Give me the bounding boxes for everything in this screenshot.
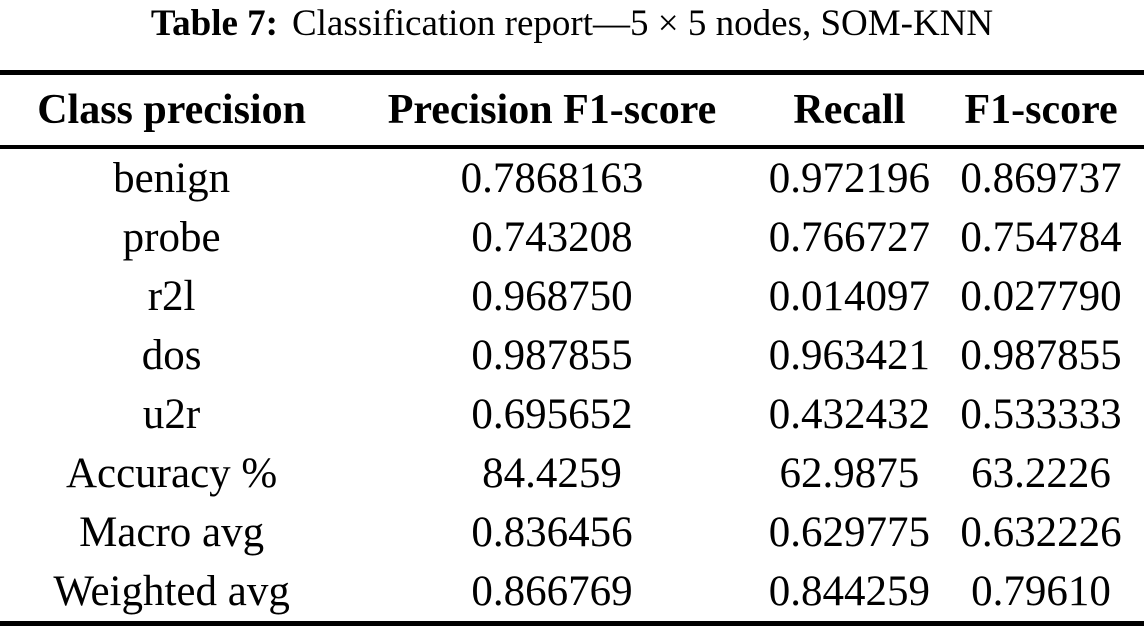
table-row-macro-avg: Macro avg 0.836456 0.629775 0.632226: [0, 503, 1144, 562]
cell-f1-value: 0.027790: [960, 273, 1122, 320]
table-row-probe: probe 0.743208 0.766727 0.754784: [0, 208, 1144, 267]
table-row-u2r: u2r 0.695652 0.432432 0.533333: [0, 385, 1144, 444]
col-header-precision-f1-score: Precision F1-score: [343, 72, 761, 149]
table-row-benign: benign 0.7868163 0.972196 0.869737: [0, 147, 1144, 208]
cell-class-label: r2l: [147, 273, 196, 320]
cell-precision-value: 0.7868163: [460, 155, 644, 202]
cell-f1-value: 0.869737: [960, 155, 1122, 202]
table-row-r2l: r2l 0.968750 0.014097 0.027790: [0, 267, 1144, 326]
table-row-accuracy: Accuracy % 84.4259 62.9875 63.2226: [0, 444, 1144, 503]
cell-recall-value: 0.432432: [768, 391, 931, 438]
table-row-dos: dos 0.987855 0.963421 0.987855: [0, 326, 1144, 385]
col-header-class-precision: Class precision: [0, 72, 344, 149]
cell-precision-value: 0.695652: [471, 391, 633, 438]
cell-class-label: Weighted avg: [53, 568, 290, 615]
cell-class-label: u2r: [142, 391, 201, 438]
cell-precision-value: 0.866769: [471, 568, 633, 615]
cell-precision-value: 0.968750: [471, 273, 633, 320]
header-row: Class precision Precision F1-score Recal…: [0, 72, 1144, 149]
table-caption-text: Classification report—5 × 5 nodes, SOM-K…: [291, 3, 994, 44]
cell-precision-value: 0.743208: [471, 214, 633, 261]
classification-report-table: Class precision Precision F1-score Recal…: [0, 70, 1144, 626]
cell-f1-value: 0.79610: [971, 568, 1111, 615]
cell-recall-value: 0.972196: [768, 155, 931, 202]
cell-recall-value: 0.844259: [768, 568, 931, 615]
cell-class-label: Accuracy %: [65, 450, 278, 497]
table-row-weighted-avg: Weighted avg 0.866769 0.844259 0.79610: [0, 562, 1144, 624]
col-header-f1-score: F1-score: [938, 72, 1144, 149]
cell-f1-value: 63.2226: [971, 450, 1111, 497]
cell-recall-value: 0.014097: [768, 273, 931, 320]
cell-recall-value: 62.9875: [779, 450, 920, 497]
cell-f1-value: 0.632226: [960, 509, 1122, 556]
cell-precision-value: 0.987855: [471, 332, 633, 379]
cell-f1-value: 0.533333: [960, 391, 1122, 438]
table-caption: Table 7: Classification report—5 × 5 node…: [0, 0, 1144, 70]
cell-precision-value: 0.836456: [471, 509, 633, 556]
cell-recall-value: 0.766727: [768, 214, 931, 261]
cell-f1-value: 0.754784: [960, 214, 1122, 261]
cell-class-label: Macro avg: [79, 509, 265, 556]
cell-class-label: benign: [113, 155, 231, 202]
cell-f1-value: 0.987855: [960, 332, 1122, 379]
col-header-recall: Recall: [760, 72, 939, 149]
cell-recall-value: 0.963421: [768, 332, 931, 379]
cell-precision-value: 84.4259: [482, 450, 622, 497]
table-caption-label: Table 7:: [150, 3, 278, 44]
cell-class-label: probe: [122, 214, 221, 261]
cell-class-label: dos: [141, 332, 202, 379]
cell-recall-value: 0.629775: [768, 509, 931, 556]
